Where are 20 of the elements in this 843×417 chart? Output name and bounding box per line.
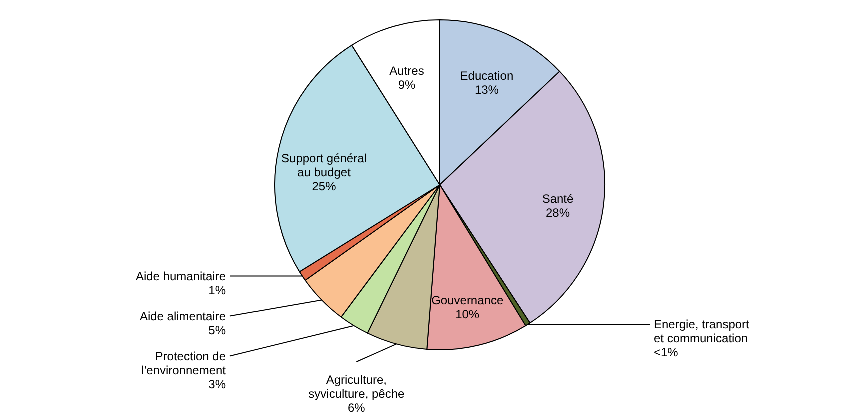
data-label: 3% — [208, 377, 226, 392]
slice-label: Gouvernance — [432, 294, 504, 308]
data-label: 25% — [312, 179, 337, 194]
slice-label: Aide humanitaire — [136, 269, 226, 284]
slice-label: Protection de l'environnement — [142, 349, 227, 378]
slice-label: Energie, transport et communication — [654, 318, 750, 346]
slice-label: Autres — [390, 64, 424, 78]
data-label: 9% — [398, 78, 416, 92]
data-label: 28% — [546, 206, 570, 220]
data-label: 6% — [348, 401, 366, 415]
slice-label: Education — [460, 68, 514, 83]
slice-label: Agriculture, syviculture, pêche — [308, 373, 406, 401]
data-label: 13% — [474, 82, 500, 97]
data-label: 5% — [208, 323, 226, 338]
data-label: 10% — [456, 308, 480, 322]
data-label: 1% — [208, 283, 226, 298]
slice-label: Aide alimentaire — [140, 309, 226, 324]
slice-label: Support général au budget — [282, 151, 367, 180]
data-label: <1% — [654, 346, 679, 360]
slice-label: Santé — [542, 192, 574, 206]
